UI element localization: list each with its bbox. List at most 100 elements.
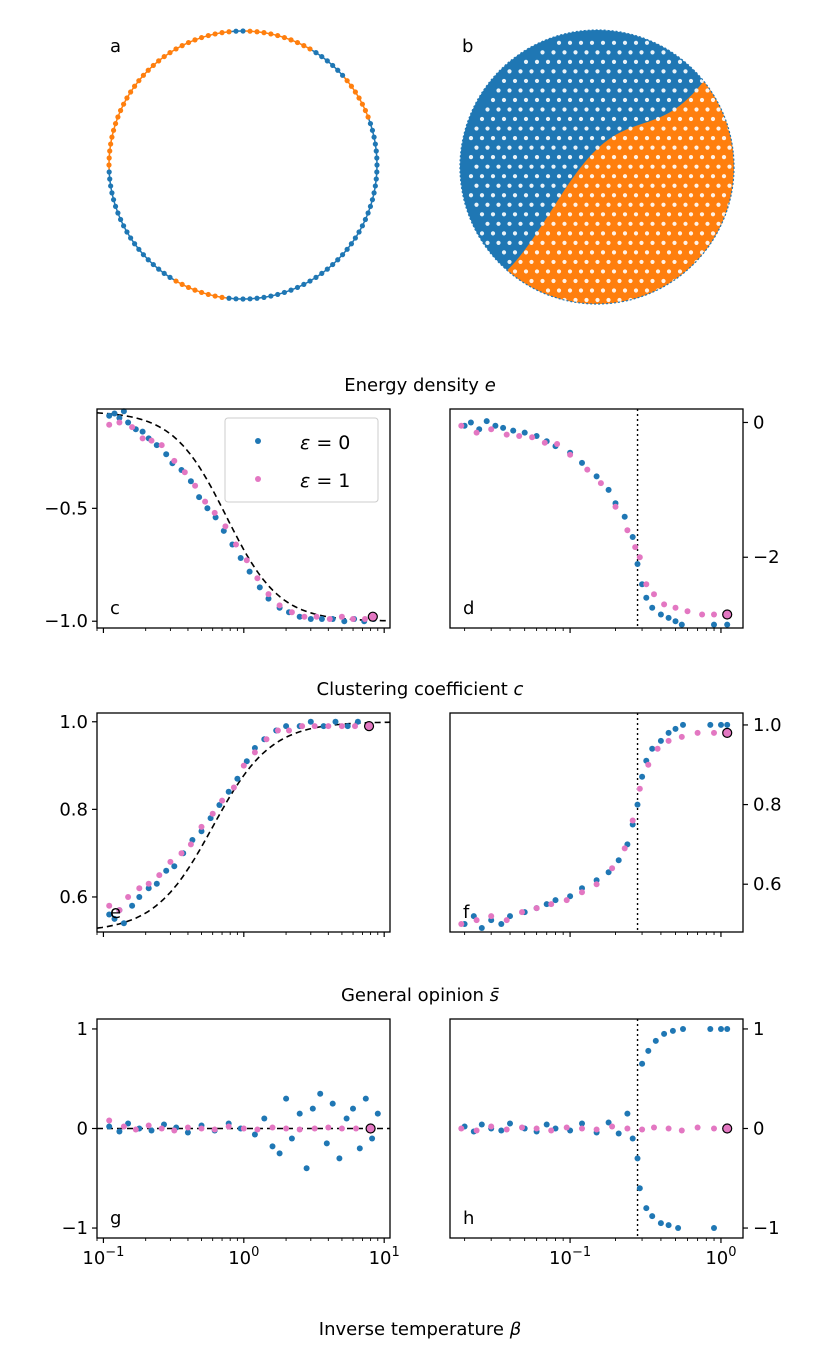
disk-gap xyxy=(540,259,545,265)
disk-gap xyxy=(694,107,699,112)
data-point-h-s0 xyxy=(669,1027,676,1034)
disk-gap xyxy=(589,97,595,103)
disk-gap xyxy=(600,269,606,274)
disk-gap xyxy=(573,145,578,150)
data-point-h-s0 xyxy=(665,1222,672,1229)
ytick-h: −1 xyxy=(743,1218,780,1239)
disk-gap xyxy=(705,202,710,207)
data-point-e-s1 xyxy=(251,749,258,756)
disk-gap xyxy=(611,250,617,255)
data-point-d-s0 xyxy=(672,618,679,625)
disk-gap xyxy=(611,174,617,179)
disk-gap xyxy=(611,212,617,217)
data-point-d-s0 xyxy=(634,561,641,567)
disk-gap xyxy=(523,78,529,84)
disk-gap xyxy=(688,78,694,84)
data-point-c-s1 xyxy=(265,591,272,598)
panel-label-a: a xyxy=(110,36,121,57)
disk-gap xyxy=(688,155,694,160)
disk-gap xyxy=(567,40,573,45)
disk-gap xyxy=(699,231,705,236)
disk-gap xyxy=(661,259,666,265)
disk-gap xyxy=(584,145,589,150)
panel-label-h: h xyxy=(463,1208,474,1229)
disk-gap xyxy=(551,145,556,150)
data-point-h-s1 xyxy=(639,1126,646,1133)
data-point-e-s0 xyxy=(171,863,178,870)
data-point-f-s1 xyxy=(609,865,616,872)
ring-node xyxy=(110,197,117,203)
data-point-g-s1 xyxy=(325,1124,332,1131)
ring-node xyxy=(339,252,346,258)
disk-gap xyxy=(556,193,562,198)
data-point-e-s0 xyxy=(320,723,327,730)
disk-gap xyxy=(644,135,650,141)
ring-node xyxy=(167,50,173,56)
disk-gap xyxy=(573,240,578,245)
ring-node xyxy=(150,62,156,69)
disk-gap xyxy=(490,155,496,160)
disk-gap xyxy=(584,202,589,207)
ring-node xyxy=(198,34,205,41)
data-point-e-s0 xyxy=(332,718,339,725)
data-point-d-s0 xyxy=(521,429,528,436)
disk-gap xyxy=(512,193,518,198)
data-point-d-s0 xyxy=(649,604,656,611)
disk-gap xyxy=(523,116,529,122)
disk-gap xyxy=(496,164,501,169)
disk-gap xyxy=(655,231,661,236)
data-point-e-s1 xyxy=(187,841,194,848)
ring-node xyxy=(106,162,112,168)
disk-gap xyxy=(518,240,523,245)
data-point-e-s0 xyxy=(354,718,361,725)
disk-gap xyxy=(479,135,485,141)
disk-gap xyxy=(540,202,545,207)
disk-gap xyxy=(534,212,540,217)
disk-gap xyxy=(501,212,507,217)
data-point-f-s1 xyxy=(621,845,628,852)
disk-gap xyxy=(633,97,639,103)
disk-gap xyxy=(485,164,490,169)
disk-gap xyxy=(562,221,567,226)
disk-gap xyxy=(633,288,639,293)
disk-gap xyxy=(644,250,650,255)
disk-gap xyxy=(633,59,639,64)
disk-gap xyxy=(666,155,672,160)
disk-gap xyxy=(600,231,606,236)
panel-label-e: e xyxy=(110,902,121,923)
data-point-h-s0 xyxy=(624,1110,631,1117)
disk-gap xyxy=(617,259,622,265)
disk-gap xyxy=(518,202,523,207)
disk-gap xyxy=(490,116,496,122)
ring-node xyxy=(247,296,253,302)
ring-node xyxy=(339,72,346,78)
disk-gap xyxy=(573,221,578,226)
disk-gap xyxy=(606,297,611,303)
disk-gap xyxy=(562,164,567,169)
data-point-g-s1 xyxy=(145,1122,152,1129)
disk-gap xyxy=(688,174,694,179)
disk-gap xyxy=(606,278,611,284)
disk-gap xyxy=(672,126,677,131)
data-point-h-s1 xyxy=(458,1125,465,1132)
disk-gap xyxy=(655,212,661,217)
disk-gap xyxy=(545,155,551,160)
scatter-panels: −0.5−1.0c0−2d1.00.80.6e1.00.80.6f10−110−… xyxy=(44,408,782,1269)
data-point-g-s0 xyxy=(369,1135,376,1142)
disk-gap xyxy=(650,240,655,245)
disk-gap xyxy=(710,212,716,217)
disk-gap xyxy=(628,50,633,55)
disk-gap xyxy=(721,155,727,160)
disk-gap xyxy=(617,240,622,245)
data-point-g-s1 xyxy=(240,1125,247,1132)
disk-gap xyxy=(600,174,606,179)
disk-gap xyxy=(694,221,699,226)
panel-c: −0.5 −1.0 c xyxy=(44,408,391,633)
disk-gap xyxy=(672,240,677,245)
data-point-c-s1 xyxy=(106,421,113,428)
disk-gap xyxy=(628,88,633,93)
data-point-h-s1 xyxy=(651,1124,657,1131)
disk-gap xyxy=(683,202,688,207)
ring-node xyxy=(275,32,281,39)
disk-gap xyxy=(672,145,677,150)
